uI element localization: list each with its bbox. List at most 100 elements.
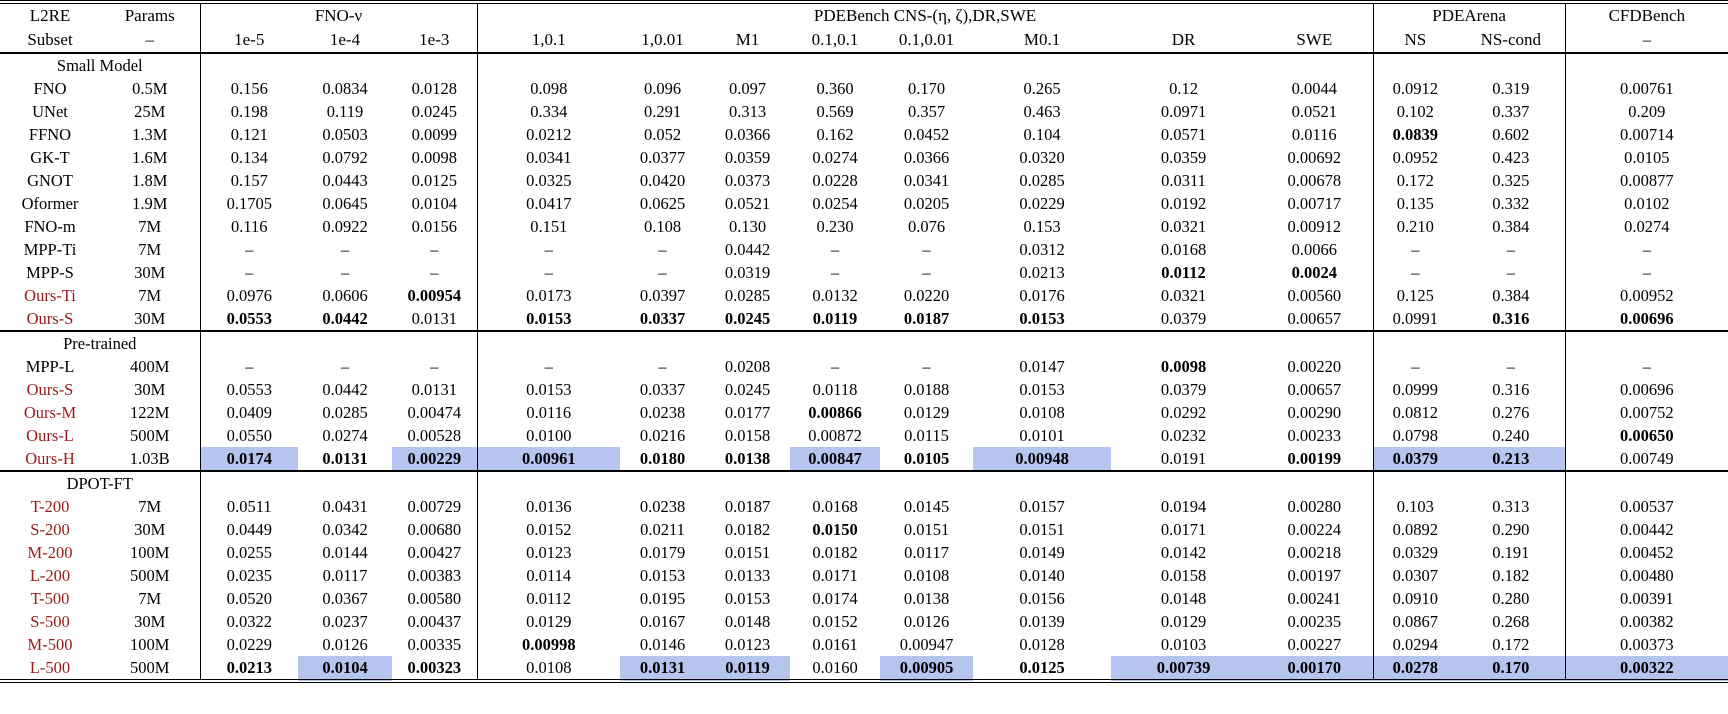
value-cell: –: [340, 263, 350, 282]
model-cell: Oformer: [21, 194, 79, 213]
value-cell: 0.0149: [1019, 543, 1065, 562]
value-cell: –: [658, 263, 667, 282]
table-row: FNO 0.5M 0.156 0.0834 0.0128 0.098 0.096 0.097 0…: [0, 77, 1728, 100]
model-cell: FNO: [33, 79, 67, 98]
params-cell: 400M: [100, 355, 201, 378]
value-cell: 0.0148: [724, 612, 771, 631]
params-cell: 7M: [100, 215, 201, 238]
value-cell: 0.0105: [1624, 148, 1670, 167]
value-cell: 0.00761: [1620, 79, 1674, 98]
column-header: M0.1: [973, 28, 1112, 54]
value-cell: 0.00650: [1620, 426, 1674, 445]
section-row: Small Model: [0, 53, 1728, 77]
column-header: DR: [1111, 28, 1257, 54]
value-cell: 0.0235: [226, 566, 272, 585]
value-cell: 0.291: [643, 102, 682, 121]
value-cell: 0.0187: [903, 309, 950, 328]
value-cell: 0.108: [643, 217, 682, 236]
value-cell: –: [245, 240, 254, 259]
table-row: T-500 7M 0.0520 0.0367 0.00580 0.0112 0.0195 0.…: [0, 587, 1728, 610]
value-cell: 0.0125: [1019, 658, 1065, 677]
value-cell: 0.0146: [639, 635, 686, 654]
value-cell: 0.0158: [1160, 566, 1207, 585]
value-cell: –: [544, 240, 553, 259]
value-cell: 0.0367: [322, 589, 368, 608]
value-cell: 0.0294: [1392, 635, 1438, 654]
value-cell: 0.360: [816, 79, 854, 98]
value-cell: 0.0131: [392, 307, 478, 331]
params-cell: 100M: [100, 541, 201, 564]
value-cell: –: [830, 240, 840, 259]
value-cell: 0.0177: [724, 403, 771, 422]
value-cell: 0.0147: [1019, 357, 1065, 376]
value-cell: 0.0114: [526, 566, 572, 585]
value-cell: 0.130: [728, 217, 767, 236]
value-cell: 0.0237: [322, 612, 368, 631]
value-cell: 0.0101: [1019, 426, 1065, 445]
value-cell: 0.0157: [1019, 497, 1065, 516]
column-header: 1,0.01: [620, 28, 706, 54]
value-cell: 0.0278: [1373, 656, 1458, 681]
value-cell: 0.0118: [812, 380, 858, 399]
value-cell: 0.00657: [1256, 307, 1374, 331]
column-header: Subset: [0, 28, 100, 54]
value-cell: 0.0131: [392, 378, 478, 401]
section-filler: [1565, 330, 1728, 355]
value-cell: 0.0153: [526, 309, 572, 328]
column-header: 1e-5: [200, 28, 298, 54]
subcolumn-header-row: Subset –1e-5 1e-4 1e-3 1,0.1 1,0.01 M1 0.1,0.1 0…: [0, 28, 1728, 54]
column-header: –: [1565, 28, 1728, 54]
value-cell: 0.0208: [724, 357, 771, 376]
value-cell: 0.00717: [1256, 192, 1374, 215]
table-row: Ours-S 30M 0.0553 0.0442 0.0131 0.0153 0.0337 0…: [0, 378, 1728, 401]
value-cell: 0.116: [230, 217, 268, 236]
value-cell: 0.00692: [1256, 146, 1374, 169]
value-cell: –: [1457, 261, 1566, 284]
value-cell: –: [922, 263, 931, 282]
params-cell: 30M: [100, 261, 201, 284]
value-cell: –: [1642, 240, 1651, 259]
value-cell: 0.00197: [1256, 564, 1374, 587]
value-cell: 0.0319: [724, 263, 771, 282]
value-cell: 0.00437: [392, 610, 478, 633]
value-cell: 0.162: [816, 125, 854, 144]
value-cell: 0.172: [1396, 171, 1434, 190]
value-cell: 0.0449: [226, 520, 272, 539]
value-cell: 0.0329: [1392, 543, 1438, 562]
value-cell: –: [1411, 240, 1420, 259]
column-header: NS-cond: [1457, 28, 1566, 54]
model-cell: GNOT: [27, 171, 73, 190]
value-cell: 0.0153: [639, 566, 686, 585]
value-cell: 0.0999: [1392, 380, 1438, 399]
value-cell: 0.191: [1457, 541, 1566, 564]
value-cell: 0.135: [1396, 194, 1434, 213]
value-cell: 0.00714: [1620, 125, 1674, 144]
results-table: L2RE Params FNO-ν PDEBench CNS-(η, ζ),DR,SW…: [0, 0, 1728, 683]
value-cell: 0.0232: [1160, 426, 1207, 445]
value-cell: 0.0228: [812, 171, 858, 190]
value-cell: 0.384: [1457, 215, 1566, 238]
column-header: –: [100, 28, 201, 54]
model-cell: Ours-H: [25, 449, 75, 468]
params-cell: 500M: [100, 424, 201, 447]
value-cell: 0.00752: [1620, 403, 1674, 422]
group-header: PDEBench CNS-(η, ζ),DR,SWE: [477, 2, 1374, 28]
value-cell: 0.316: [1457, 378, 1566, 401]
params-cell: 1.03B: [100, 447, 201, 471]
value-cell: 0.0153: [1019, 309, 1065, 328]
value-cell: 0.0105: [903, 449, 950, 468]
value-cell: 0.0123: [526, 543, 572, 562]
value-cell: 0.0892: [1392, 520, 1438, 539]
value-cell: 0.213: [1457, 447, 1566, 471]
value-cell: 0.0417: [526, 194, 572, 213]
value-cell: 0.104: [1023, 125, 1061, 144]
value-cell: 0.00199: [1256, 447, 1374, 471]
value-cell: 0.332: [1457, 192, 1566, 215]
table-row: L-200 500M 0.0235 0.0117 0.00383 0.0114 0.0153…: [0, 564, 1728, 587]
value-cell: 0.0625: [639, 194, 686, 213]
value-cell: 0.0254: [812, 194, 858, 213]
value-cell: 0.313: [728, 102, 767, 121]
value-cell: 0.357: [907, 102, 946, 121]
value-cell: 0.00233: [1256, 424, 1374, 447]
value-cell: 0.0104: [298, 656, 392, 681]
